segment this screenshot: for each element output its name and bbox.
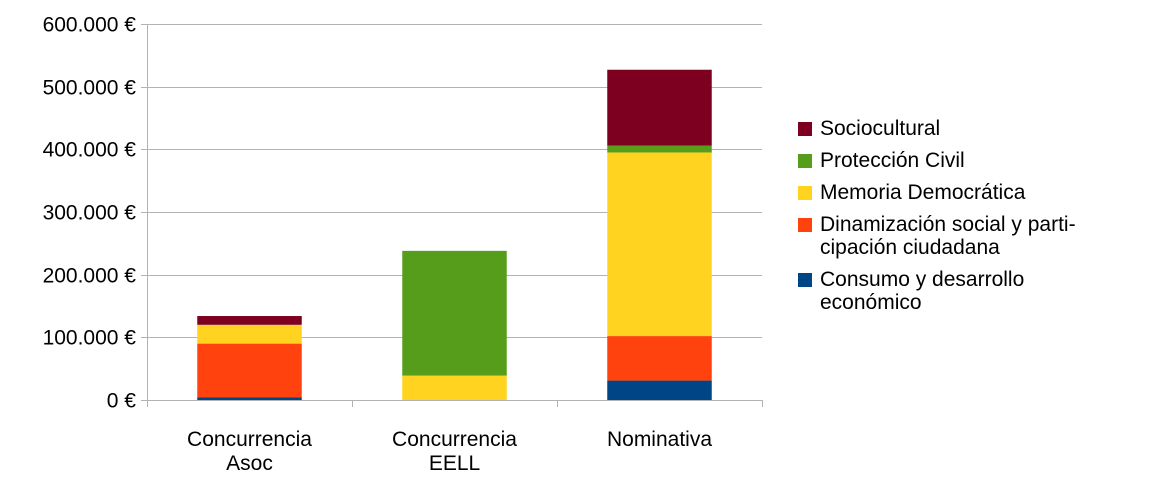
legend-item: Protección Civil bbox=[798, 149, 1148, 172]
bar-layer bbox=[197, 69, 712, 400]
legend-label: Sociocultural bbox=[820, 117, 941, 140]
y-tick-label: 400.000 € bbox=[43, 139, 137, 162]
legend-label: cipación ciudadana bbox=[820, 236, 1000, 259]
legend-label: Consumo y desarrollo bbox=[820, 268, 1025, 291]
bar-segment bbox=[607, 336, 712, 381]
bar-segment bbox=[607, 380, 712, 400]
bar-segment bbox=[607, 145, 712, 153]
bar-segment bbox=[197, 397, 302, 400]
bar-segment bbox=[197, 316, 302, 325]
bar-segment bbox=[607, 152, 712, 337]
legend-item: Consumo y desarrollo económico bbox=[798, 268, 1148, 314]
x-category-label: Concurrencia Asoc bbox=[187, 428, 312, 475]
bar-segment bbox=[197, 343, 302, 398]
legend-label: Memoria Democrática bbox=[820, 181, 1026, 204]
y-tick-label: 300.000 € bbox=[43, 202, 137, 225]
legend-label: Dinamización social y parti- bbox=[820, 213, 1076, 236]
legend-swatch bbox=[798, 154, 812, 168]
legend-item: Sociocultural bbox=[798, 117, 1148, 140]
legend-label: Protección Civil bbox=[820, 149, 965, 172]
legend: Sociocultural Protección Civil Memoria Dem… bbox=[798, 117, 1148, 323]
bar-segment bbox=[402, 375, 507, 400]
axis-layer: 0 € 100.000 € 200.000 € 300.000 € 400.000 € 5… bbox=[43, 14, 763, 475]
y-tick-label: 200.000 € bbox=[43, 265, 137, 288]
y-tick-label: 0 € bbox=[107, 390, 137, 413]
legend-swatch bbox=[798, 218, 812, 232]
legend-label: económico bbox=[820, 291, 922, 314]
bar-segment bbox=[607, 69, 712, 146]
legend-swatch bbox=[798, 273, 812, 287]
legend-swatch bbox=[798, 186, 812, 200]
legend-item: Dinamización social y parti-cipación ciu… bbox=[798, 213, 1148, 259]
x-category-label: Nominativa bbox=[607, 428, 712, 451]
bar-segment bbox=[402, 250, 507, 376]
legend-item: Memoria Democrática bbox=[798, 181, 1148, 204]
bar-segment bbox=[197, 324, 302, 344]
y-tick-label: 100.000 € bbox=[43, 327, 137, 350]
x-category-label: Concurrencia EELL bbox=[392, 428, 517, 475]
y-tick-label: 600.000 € bbox=[43, 14, 137, 37]
y-tick-label: 500.000 € bbox=[43, 77, 137, 100]
legend-swatch bbox=[798, 122, 812, 136]
